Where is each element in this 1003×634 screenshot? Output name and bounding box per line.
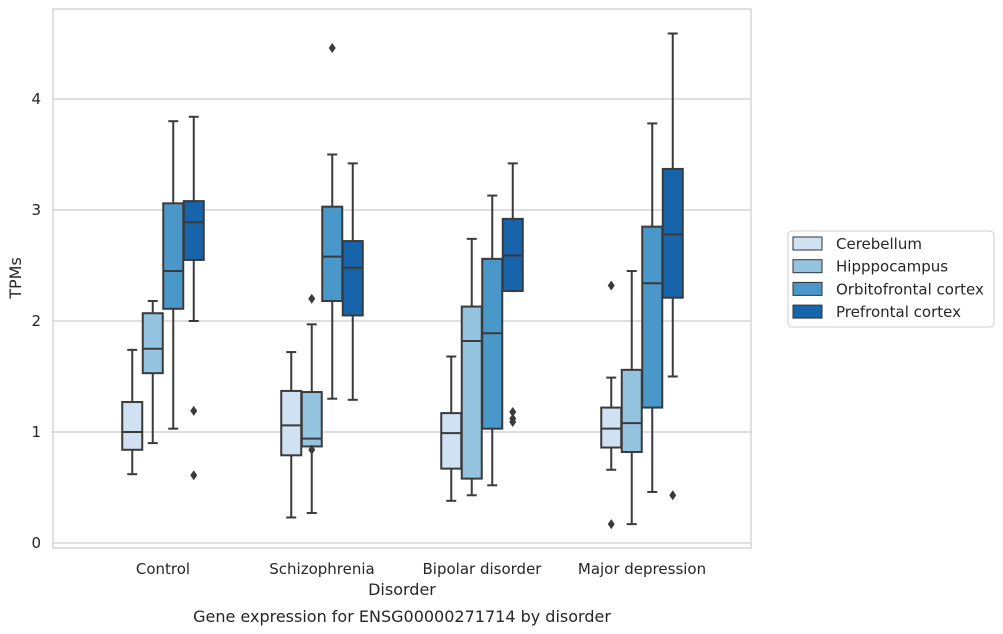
chart-title: Gene expression for ENSG00000271714 by d…: [193, 607, 611, 626]
box-3-3: [661, 32, 684, 501]
legend: Cerebellum Hipppocampus Orbitofrontal cort…: [787, 230, 995, 328]
legend-swatch-1: [792, 259, 823, 274]
outlier-point: [509, 407, 517, 418]
outlier-point: [509, 413, 517, 424]
box-iqr: [661, 167, 684, 299]
legend-label-3: Prefrontal cortex: [836, 303, 961, 321]
box-iqr: [162, 202, 185, 310]
x-axis-ticks: Control Schizophrenia Bipolar disorder Majo…: [136, 560, 706, 578]
box-1-0: [141, 300, 164, 445]
box-2-0: [162, 120, 185, 430]
outlier-point: [328, 42, 336, 53]
y-tick-label-4: 4: [31, 90, 41, 108]
box-3-0: [182, 115, 205, 481]
box-iqr: [481, 257, 504, 430]
box-0-3: [600, 280, 623, 530]
outlier-point: [669, 490, 677, 501]
x-tick-label-2: Bipolar disorder: [423, 560, 543, 578]
outlier-point: [308, 293, 316, 304]
box-2-1: [321, 42, 344, 400]
x-axis-title: Disorder: [368, 580, 436, 599]
box-1-1: [300, 293, 323, 515]
box-iqr: [460, 305, 483, 480]
box-2-3: [641, 122, 664, 493]
series-hipppocampus: [141, 237, 643, 526]
box-iqr: [620, 368, 643, 453]
box-iqr: [341, 240, 364, 317]
legend-label-0: Cerebellum: [836, 235, 922, 253]
box-iqr: [321, 205, 344, 303]
box-3-2: [501, 162, 524, 428]
box-0-0: [121, 348, 144, 476]
legend-label-1: Hipppocampus: [836, 258, 948, 276]
box-1-2: [460, 237, 483, 497]
outlier-point: [607, 519, 615, 530]
outlier-point: [190, 405, 198, 416]
legend-swatch-3: [792, 304, 823, 319]
box-iqr: [141, 312, 164, 375]
box-1-3: [620, 270, 643, 526]
box-3-1: [341, 162, 364, 401]
y-axis-ticks: 0 1 2 3 4: [31, 90, 41, 552]
box-iqr: [600, 406, 623, 449]
box-0-2: [440, 355, 463, 502]
y-tick-label-3: 3: [31, 201, 41, 219]
box-iqr: [641, 225, 664, 409]
y-tick-label-0: 0: [31, 534, 41, 552]
box-iqr: [121, 401, 144, 451]
y-tick-label-1: 1: [31, 423, 41, 441]
legend-swatch-2: [792, 281, 823, 296]
legend-frame: [787, 230, 995, 328]
plot-area-frame: [52, 8, 752, 549]
box-series: [121, 32, 684, 530]
outlier-point: [607, 280, 615, 291]
series-orbitofrontal-cortex: [162, 42, 664, 493]
legend-swatch-0: [792, 236, 823, 251]
x-tick-label-1: Schizophrenia: [269, 560, 374, 578]
series-prefrontal-cortex: [182, 32, 684, 501]
box-iqr: [182, 200, 205, 261]
box-iqr: [440, 412, 463, 470]
y-axis-title: TPMs: [6, 257, 25, 300]
legend-label-2: Orbitofrontal cortex: [836, 280, 984, 298]
outlier-point: [308, 444, 316, 455]
x-tick-label-0: Control: [136, 560, 190, 578]
box-0-1: [280, 351, 303, 519]
y-tick-label-2: 2: [31, 312, 41, 330]
box-2-2: [481, 194, 504, 487]
box-iqr: [280, 389, 303, 457]
series-cerebellum: [121, 280, 623, 530]
x-tick-label-3: Major depression: [578, 560, 706, 578]
outlier-point: [190, 470, 198, 481]
